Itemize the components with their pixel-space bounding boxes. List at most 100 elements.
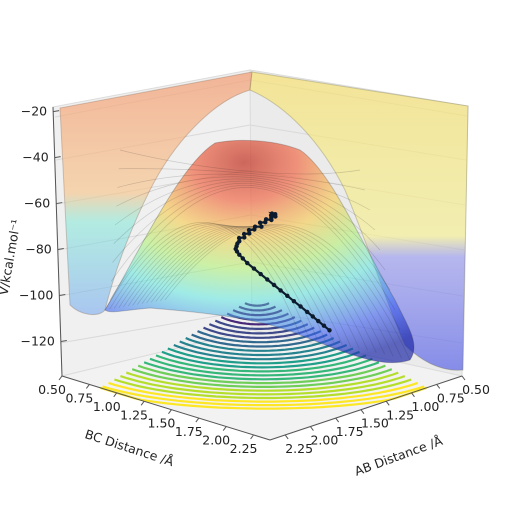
contour-line <box>185 336 335 352</box>
surface-ridge <box>104 139 415 364</box>
z-tick-mark <box>59 294 66 297</box>
trajectory-point <box>321 323 327 328</box>
x-tick-mark <box>360 409 365 414</box>
x-ticks: 0.500.751.001.251.501.752.002.25 <box>284 375 490 456</box>
mesh-line <box>112 182 391 291</box>
trajectory-point <box>252 227 257 232</box>
z-tick-label: −60 <box>24 196 50 211</box>
trajectory-point <box>251 266 257 271</box>
contour-line <box>143 361 380 381</box>
z-axis-label: V/kcal.mol⁻¹ <box>0 218 24 296</box>
trajectory-point <box>241 231 247 237</box>
x-tick-mark <box>385 400 390 406</box>
trajectory-point <box>305 309 310 315</box>
contour-line <box>120 375 406 396</box>
contour-line <box>99 386 427 410</box>
y-ticks: 0.500.751.001.251.501.752.002.25 <box>38 375 258 456</box>
x-tick-label: 2.00 <box>310 433 338 448</box>
trajectory-point <box>234 249 240 254</box>
x-tick-label: 0.75 <box>437 390 465 405</box>
y-tick-label: 2.00 <box>202 433 230 448</box>
mesh-line <box>114 178 381 251</box>
contour-line <box>149 357 373 377</box>
z-tick-label: −120 <box>21 334 55 349</box>
contour-line <box>161 350 360 369</box>
mesh-line <box>155 225 394 357</box>
mesh-line <box>160 224 402 359</box>
contour-line <box>179 340 341 357</box>
surface <box>59 71 469 371</box>
mesh-line <box>118 224 326 341</box>
trajectory-point <box>247 231 252 236</box>
z-tick-label: −100 <box>19 288 53 303</box>
trajectory-point <box>285 293 290 298</box>
contour-line <box>108 381 419 403</box>
y-tick-mark <box>58 375 63 381</box>
mesh-line <box>164 223 411 361</box>
y-tick-mark <box>195 417 200 423</box>
x-tick-mark <box>436 384 441 389</box>
contour-line <box>173 343 348 361</box>
x-tick-mark <box>411 392 415 398</box>
mesh-line <box>113 223 318 339</box>
trajectory-point <box>265 277 270 282</box>
trajectory-point <box>257 220 263 225</box>
y-tick-label: 0.50 <box>38 382 66 397</box>
mesh-line <box>116 176 376 231</box>
x-axis-label: AB Distance /Å <box>352 433 444 479</box>
mesh-line <box>127 225 343 345</box>
trajectory-point <box>259 224 264 229</box>
x-tick-mark <box>284 434 289 440</box>
z-tick-mark <box>53 110 60 113</box>
trajectory-point <box>258 271 263 277</box>
trajectory-point <box>237 252 242 257</box>
trajectory-point <box>246 227 252 233</box>
mesh-line <box>146 226 377 353</box>
trajectory-point <box>278 288 283 293</box>
trajectory-point <box>298 304 303 309</box>
mesh-line <box>113 180 386 271</box>
z-tick-label: −40 <box>22 150 48 165</box>
mesh-line <box>118 168 366 191</box>
mesh-line <box>104 222 301 336</box>
mesh-line <box>117 173 371 211</box>
y-tick-mark <box>250 434 254 440</box>
mesh-line <box>110 185 396 311</box>
z-axis-line <box>52 106 63 377</box>
mesh-line <box>150 225 385 355</box>
trajectory-point <box>242 235 247 240</box>
contour-line <box>167 347 354 365</box>
x-tick-label: 2.25 <box>285 441 313 456</box>
y-tick-mark <box>140 400 145 406</box>
contour-line <box>114 378 412 400</box>
trajectory-point <box>327 328 332 333</box>
mesh-line <box>109 223 309 338</box>
x-tick-label: 1.75 <box>336 424 364 439</box>
y-axis-line <box>61 375 271 441</box>
contour-line <box>131 368 393 388</box>
z-tick-mark <box>57 248 64 251</box>
mesh-line <box>132 226 352 347</box>
y-tick-label: 2.25 <box>230 441 258 456</box>
y-tick-label: 1.25 <box>120 407 148 422</box>
y-axis-label: BC Distance /Å <box>83 426 176 469</box>
trajectory-point <box>240 256 245 261</box>
trajectory <box>233 211 332 333</box>
x-tick-mark <box>461 375 466 381</box>
z-ticks: −20 −40 −60 −80 −100 −120 <box>19 104 67 349</box>
trajectory-point <box>245 260 250 266</box>
x-tick-label: 1.25 <box>386 407 414 422</box>
x-tick-mark <box>310 426 314 431</box>
y-tick-label: 1.00 <box>93 399 121 414</box>
x-tick-label: 1.50 <box>361 416 389 431</box>
z-tick-label: −80 <box>25 242 51 257</box>
y-tick-label: 1.50 <box>148 416 176 431</box>
mesh-line <box>109 187 401 331</box>
y-tick-mark <box>113 392 118 398</box>
z-tick-mark <box>60 340 67 343</box>
x-tick-mark <box>335 417 340 423</box>
trajectory-point <box>271 282 277 288</box>
y-tick-label: 1.75 <box>175 424 203 439</box>
